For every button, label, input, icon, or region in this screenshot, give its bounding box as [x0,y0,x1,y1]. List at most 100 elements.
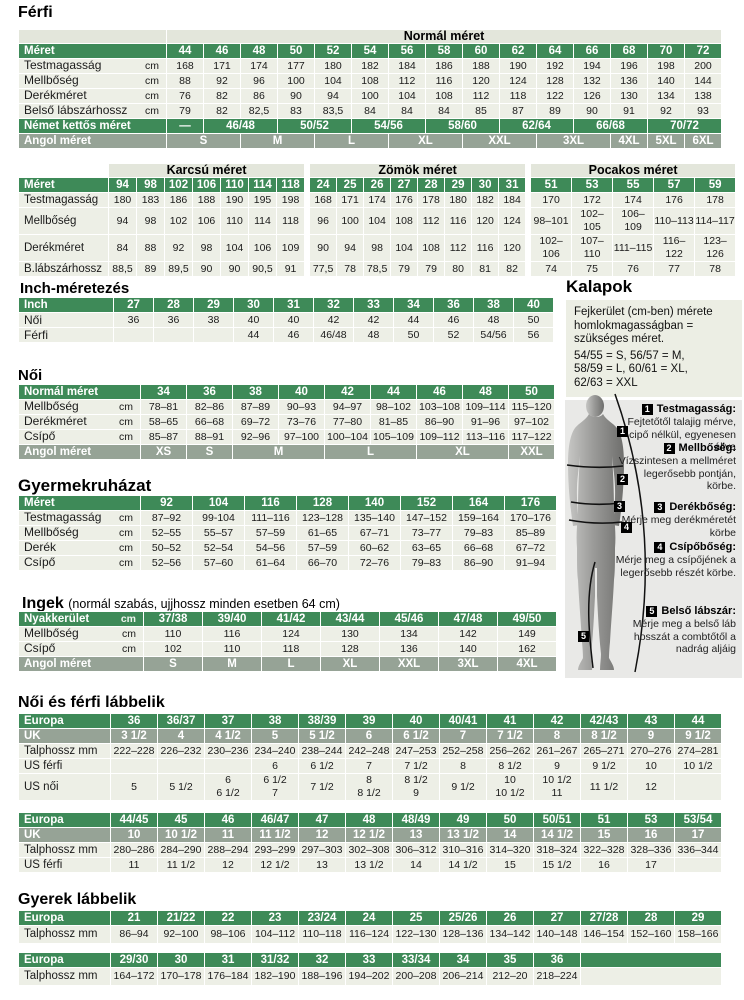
table-cell: 28 [153,297,194,313]
table-cell: 46/48 [203,118,278,134]
table-cell: 79 [166,103,204,119]
table-cell: 57–59 [244,525,297,541]
table-cell: 66–70 [296,555,349,571]
table-women-sizes-grid: Normál méret 34 36 38 40 42 44 46 48 50 Mellbőség c… [18,384,555,460]
table-cell: 116–122 [653,234,696,262]
table-cell: 182 [351,58,389,74]
table-cell [113,327,154,343]
table-cell: XS [140,444,187,460]
table-cell: 14 1/2 [439,857,487,873]
table-cell: Normál méret [165,29,723,44]
table-cell: 114 [248,207,277,235]
table-cell: 110 [143,626,203,642]
table-cell: 31 [273,297,314,313]
table-cell: 104 [388,88,426,104]
table-cell: 328–336 [627,842,675,858]
table-cell: 126 [573,88,611,104]
table-cell: 104 [220,234,249,262]
table-cell: 110 [220,207,249,235]
table-cell: 120 [471,207,500,235]
table-cell: Mellbőség cm [18,626,144,642]
table-cell: 9 1/2 [439,773,487,801]
table-cell: 38 [473,297,514,313]
table-cell: 92 [140,495,193,511]
table-cell: 174 [363,192,392,208]
table-cell: Angol méret [18,444,141,460]
table-cell: 3 1/2 [110,728,158,744]
table-inch-sizing: Inch 27 28 29 30 31 32 33 34 36 38 40 Női 36 36 38 40 40 4… [18,297,554,343]
table-cell: 36 [113,312,154,328]
table-cell: 113–116 [462,429,509,445]
table-cell: 44 [233,327,274,343]
table-cell: 11 1/2 [580,773,628,801]
table-cell: 80 [444,261,473,277]
table-cell: 90–93 [278,399,325,415]
figure-note-label: Derékbőség: [669,501,736,513]
table-cell: 54/56 [473,327,514,343]
table-cell: 29 [444,177,473,193]
table-men-normal-sizes-grid: Normál méret Méret 44 46 48 50 52 54 56 58 60 62 64 6… [18,29,723,149]
table-cell: 116 [425,73,463,89]
table-cell: 293–299 [251,842,299,858]
table-cell: 10 [110,827,158,843]
table-cell: 117–122 [508,429,555,445]
table-cell: 36 [533,952,581,968]
table-cell: 116 [202,626,262,642]
table-cell: 188 [192,192,221,208]
table-cell: 33/34 [392,952,440,968]
hats-info-panel: Fejkerület (cm-ben) mérete homlokmagassá… [566,300,742,397]
table-cell: Derék cm [18,540,141,556]
table-cell: 25 [392,910,440,926]
table-cell: 75 [571,261,614,277]
table-cell: 297–303 [298,842,346,858]
table-cell: 84 [388,103,426,119]
table-cell: 85 [462,103,500,119]
figure-note-4: 4 Csípőbőség: Mérje meg a csípőjének a leg… [614,541,736,579]
table-cell: 116 [444,207,473,235]
table-cell: 12 [204,857,252,873]
table-cell: 36 [433,297,474,313]
table-cell: 8 1/2 9 [392,773,440,801]
table-cell: S [186,444,233,460]
table-cell: 183 [136,192,165,208]
table-cell: 13 1/2 [345,857,393,873]
table-cell: Derékméret [18,234,109,262]
table-cell: 29 [674,910,722,926]
table-cell: 44 [393,312,434,328]
table-cell: 54 [351,43,389,59]
table-cell: 66–68 [452,540,505,556]
table-cell: 128 [296,495,349,511]
table-cell: Talphossz mm [18,925,111,944]
table-cell: 111–116 [244,510,297,526]
table-cell: 92–100 [157,925,205,944]
table-cell: 92 [164,234,193,262]
ingek-title-note: (normál szabás, ujjhossz minden esetben … [68,597,340,611]
figure-marker-4: 4 [621,522,632,533]
table-cell: 180 [444,192,473,208]
table-cell: 30 [471,177,500,193]
table-cell: 265–271 [580,743,628,759]
table-cell: 98–106 [204,925,252,944]
table-footwear-1-grid: Europa 36 36/37 37 38 38/39 39 40 40/41 41 42 42/43… [18,713,722,801]
table-cell: XXL [462,133,537,149]
table-cell: 63–65 [400,540,453,556]
table-cell: 42 [313,312,354,328]
table-cell: 6 [251,758,299,774]
figure-note-label: Csípőbőség: [669,541,736,553]
table-cell: 11 1/2 [157,857,205,873]
table-cell: 78,5 [363,261,392,277]
table-cell: 50 [508,384,555,400]
table-cell [580,952,722,968]
table-cell: 13 [392,827,440,843]
table-cell: XL [388,133,463,149]
table-cell: 72–76 [348,555,401,571]
table-cell: 261–267 [533,743,581,759]
table-cell: 74 [530,261,573,277]
table-cell: 10 1/2 [674,758,722,774]
table-cell: 206–214 [439,967,487,986]
table-cell: Csípő cm [18,429,141,445]
figure-note-text: Mérje meg a belső láb hosszát a combtőtő… [632,618,736,655]
table-cell: 82 [203,88,241,104]
table-cell: 104 [192,495,245,511]
table-cell: 110 [202,641,262,657]
